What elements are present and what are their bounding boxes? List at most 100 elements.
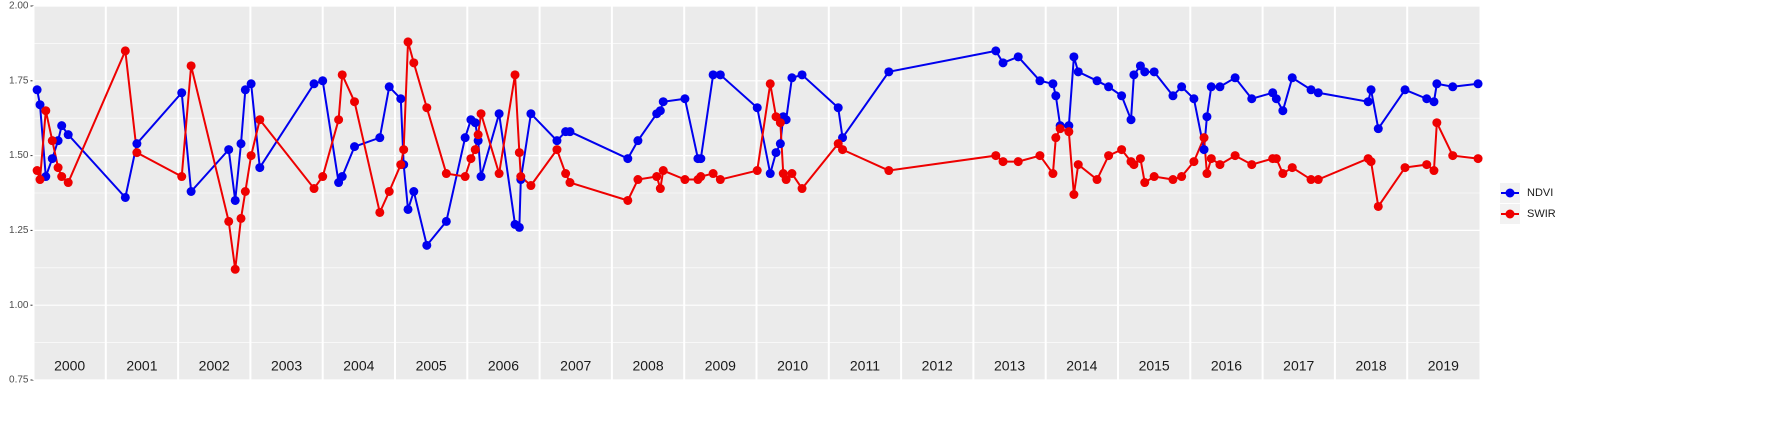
point	[1230, 73, 1240, 83]
point	[565, 127, 575, 137]
y-tick-label: 1.50	[9, 150, 29, 161]
x-tick-label: 2016	[1211, 358, 1242, 374]
point	[1230, 151, 1240, 161]
point	[991, 151, 1001, 161]
point	[1432, 79, 1442, 89]
point	[1035, 76, 1045, 86]
point	[1448, 82, 1458, 92]
point	[633, 175, 643, 185]
x-tick-label: 2012	[922, 358, 953, 374]
x-tick-label: 2005	[416, 358, 447, 374]
legend-point	[1505, 209, 1515, 219]
point	[1073, 67, 1083, 77]
point	[57, 121, 67, 131]
point	[240, 187, 250, 197]
point	[516, 172, 526, 182]
x-tick-label: 2011	[850, 358, 880, 374]
point	[246, 79, 256, 89]
point	[1126, 115, 1136, 125]
point	[337, 70, 347, 80]
point	[403, 37, 413, 47]
point	[224, 216, 234, 226]
point	[399, 145, 409, 155]
point	[1306, 85, 1316, 95]
point	[1129, 70, 1139, 80]
point	[715, 175, 725, 185]
point	[838, 145, 848, 155]
point	[63, 178, 73, 188]
point	[708, 70, 718, 80]
point	[1247, 94, 1257, 104]
point	[1247, 160, 1257, 170]
point	[633, 136, 643, 146]
legend-label: NDVI	[1527, 187, 1553, 199]
point	[1092, 175, 1102, 185]
point	[752, 166, 762, 176]
point	[441, 216, 451, 226]
point	[1287, 163, 1297, 173]
point	[177, 88, 187, 98]
point	[47, 154, 57, 164]
point	[1048, 169, 1058, 179]
point	[318, 172, 328, 182]
point	[1473, 79, 1483, 89]
point	[460, 133, 470, 143]
point	[1313, 175, 1323, 185]
point	[1400, 85, 1410, 95]
point	[1366, 85, 1376, 95]
point	[1035, 151, 1045, 161]
point	[1140, 178, 1150, 188]
point	[1168, 175, 1178, 185]
point	[396, 160, 406, 170]
point	[309, 184, 319, 194]
point	[350, 97, 360, 107]
point	[1432, 118, 1442, 128]
point	[1013, 157, 1023, 167]
point	[552, 145, 562, 155]
point	[658, 97, 668, 107]
series-line	[36, 41, 1479, 270]
point	[1202, 169, 1212, 179]
point	[623, 195, 633, 205]
point	[1064, 127, 1074, 137]
point	[787, 73, 797, 83]
point	[177, 172, 187, 182]
point	[1055, 124, 1065, 134]
point	[494, 109, 504, 119]
point	[422, 240, 432, 250]
point	[552, 136, 562, 146]
point	[1363, 97, 1373, 107]
point	[1429, 166, 1439, 176]
point	[236, 213, 246, 223]
point	[403, 204, 413, 214]
point	[1117, 145, 1127, 155]
point	[1366, 157, 1376, 167]
point	[765, 169, 775, 179]
point	[1168, 91, 1178, 101]
point	[884, 166, 894, 176]
point	[1278, 106, 1288, 116]
point	[224, 145, 234, 155]
y-tick-label: 1.25	[9, 225, 29, 236]
point	[991, 46, 1001, 56]
x-tick-label: 2002	[199, 358, 230, 374]
point	[476, 172, 486, 182]
point	[494, 169, 504, 179]
point	[771, 148, 781, 158]
point	[57, 172, 67, 182]
point	[797, 70, 807, 80]
x-tick-label: 2017	[1283, 358, 1314, 374]
point	[998, 157, 1008, 167]
point	[1306, 175, 1316, 185]
point	[715, 70, 725, 80]
point	[1422, 94, 1432, 104]
point	[781, 175, 791, 185]
point	[1189, 94, 1199, 104]
point	[473, 130, 483, 140]
x-tick-label: 2004	[343, 358, 374, 374]
point	[63, 130, 73, 140]
point	[1129, 160, 1139, 170]
point	[246, 151, 256, 161]
point	[1069, 52, 1079, 62]
